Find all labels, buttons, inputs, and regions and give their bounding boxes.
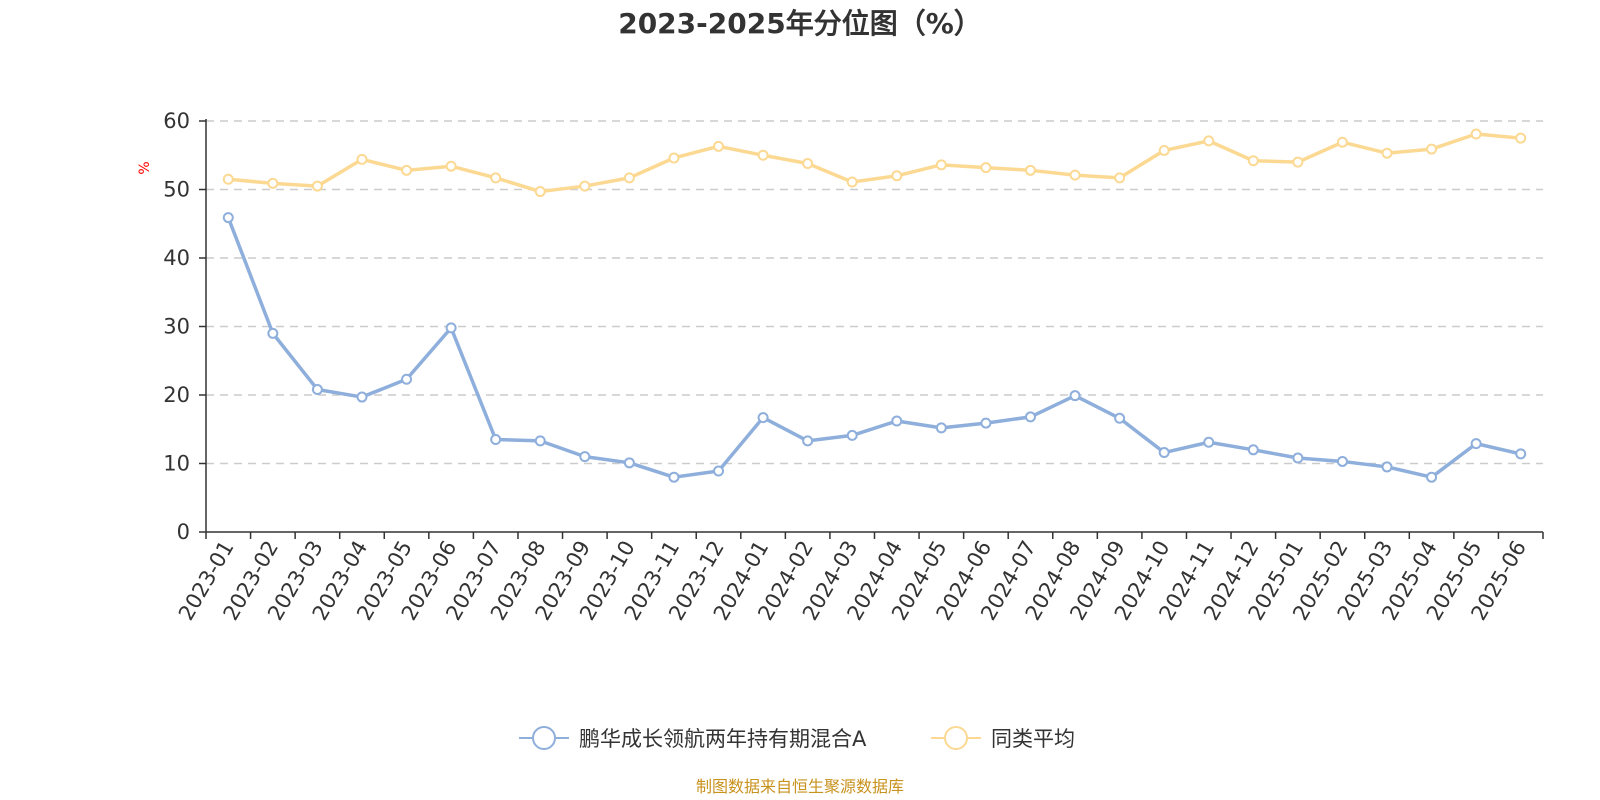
legend-item-1[interactable]: 鹏华成长领航两年持有期混合A [519, 726, 867, 751]
data-point[interactable] [356, 153, 368, 165]
data-point[interactable] [1114, 412, 1126, 424]
data-point[interactable] [1247, 444, 1259, 456]
y-tick-label: 40 [163, 246, 190, 270]
data-point[interactable] [1114, 172, 1126, 184]
chart-title: 2023-2025年分位图（%） [618, 7, 982, 40]
data-point[interactable] [534, 186, 546, 198]
y-tick-label: 0 [177, 520, 190, 544]
y-tick-label: 50 [163, 178, 190, 202]
series-layer [222, 128, 1527, 483]
data-point[interactable] [623, 457, 635, 469]
data-point[interactable] [1292, 452, 1304, 464]
data-point[interactable] [1515, 448, 1527, 460]
legend-item-2[interactable]: 同类平均 [931, 726, 1075, 751]
y-tick-label: 20 [163, 383, 190, 407]
data-point[interactable] [1024, 164, 1036, 176]
data-point[interactable] [802, 435, 814, 447]
series-2 [222, 128, 1527, 198]
data-point[interactable] [1292, 156, 1304, 168]
data-point[interactable] [713, 465, 725, 477]
data-point[interactable] [891, 415, 903, 427]
data-point[interactable] [623, 172, 635, 184]
data-point[interactable] [1470, 438, 1482, 450]
data-point[interactable] [713, 140, 725, 152]
data-point[interactable] [980, 162, 992, 174]
data-point[interactable] [668, 471, 680, 483]
data-point[interactable] [757, 149, 769, 161]
data-point[interactable] [668, 152, 680, 164]
legend-marker [532, 726, 556, 750]
data-point[interactable] [980, 417, 992, 429]
series-line [226, 216, 1522, 479]
data-point[interactable] [222, 173, 234, 185]
data-point[interactable] [846, 429, 858, 441]
y-tick-label: 30 [163, 315, 190, 339]
data-point[interactable] [1203, 436, 1215, 448]
data-point[interactable] [401, 164, 413, 176]
data-point[interactable] [534, 435, 546, 447]
data-point[interactable] [445, 322, 457, 334]
data-point[interactable] [1158, 144, 1170, 156]
data-point[interactable] [1336, 455, 1348, 467]
y-tick-label: 10 [163, 452, 190, 476]
data-point[interactable] [1470, 128, 1482, 140]
legend-label: 同类平均 [991, 727, 1075, 751]
data-point[interactable] [267, 327, 279, 339]
legend-label: 鹏华成长领航两年持有期混合A [579, 727, 867, 751]
data-point[interactable] [1069, 169, 1081, 181]
data-point[interactable] [311, 180, 323, 192]
data-point[interactable] [891, 170, 903, 182]
data-point[interactable] [311, 384, 323, 396]
data-point[interactable] [222, 212, 234, 224]
y-tick-label: 60 [163, 109, 190, 133]
data-point[interactable] [1069, 390, 1081, 402]
data-point[interactable] [935, 422, 947, 434]
data-point[interactable] [1158, 447, 1170, 459]
data-point[interactable] [1203, 135, 1215, 147]
data-point[interactable] [267, 177, 279, 189]
data-point[interactable] [1426, 143, 1438, 155]
data-point[interactable] [490, 434, 502, 446]
data-point[interactable] [401, 373, 413, 385]
series-1 [222, 212, 1527, 483]
data-point[interactable] [802, 157, 814, 169]
data-point[interactable] [579, 451, 591, 463]
data-point[interactable] [490, 172, 502, 184]
data-source-note: 制图数据来自恒生聚源数据库 [696, 777, 904, 796]
data-point[interactable] [846, 176, 858, 188]
data-point[interactable] [1381, 147, 1393, 159]
data-point[interactable] [1024, 411, 1036, 423]
y-axis-unit-label: % [137, 161, 153, 174]
data-point[interactable] [356, 391, 368, 403]
data-point[interactable] [1515, 132, 1527, 144]
data-point[interactable] [757, 412, 769, 424]
data-point[interactable] [445, 160, 457, 172]
data-point[interactable] [1426, 471, 1438, 483]
series-line [228, 132, 1521, 194]
legend-marker [944, 726, 968, 750]
legend[interactable]: 鹏华成长领航两年持有期混合A 同类平均 [519, 726, 1075, 751]
data-point[interactable] [579, 180, 591, 192]
data-point[interactable] [1336, 136, 1348, 148]
data-point[interactable] [1247, 155, 1259, 167]
data-point[interactable] [1381, 461, 1393, 473]
data-point[interactable] [935, 159, 947, 171]
